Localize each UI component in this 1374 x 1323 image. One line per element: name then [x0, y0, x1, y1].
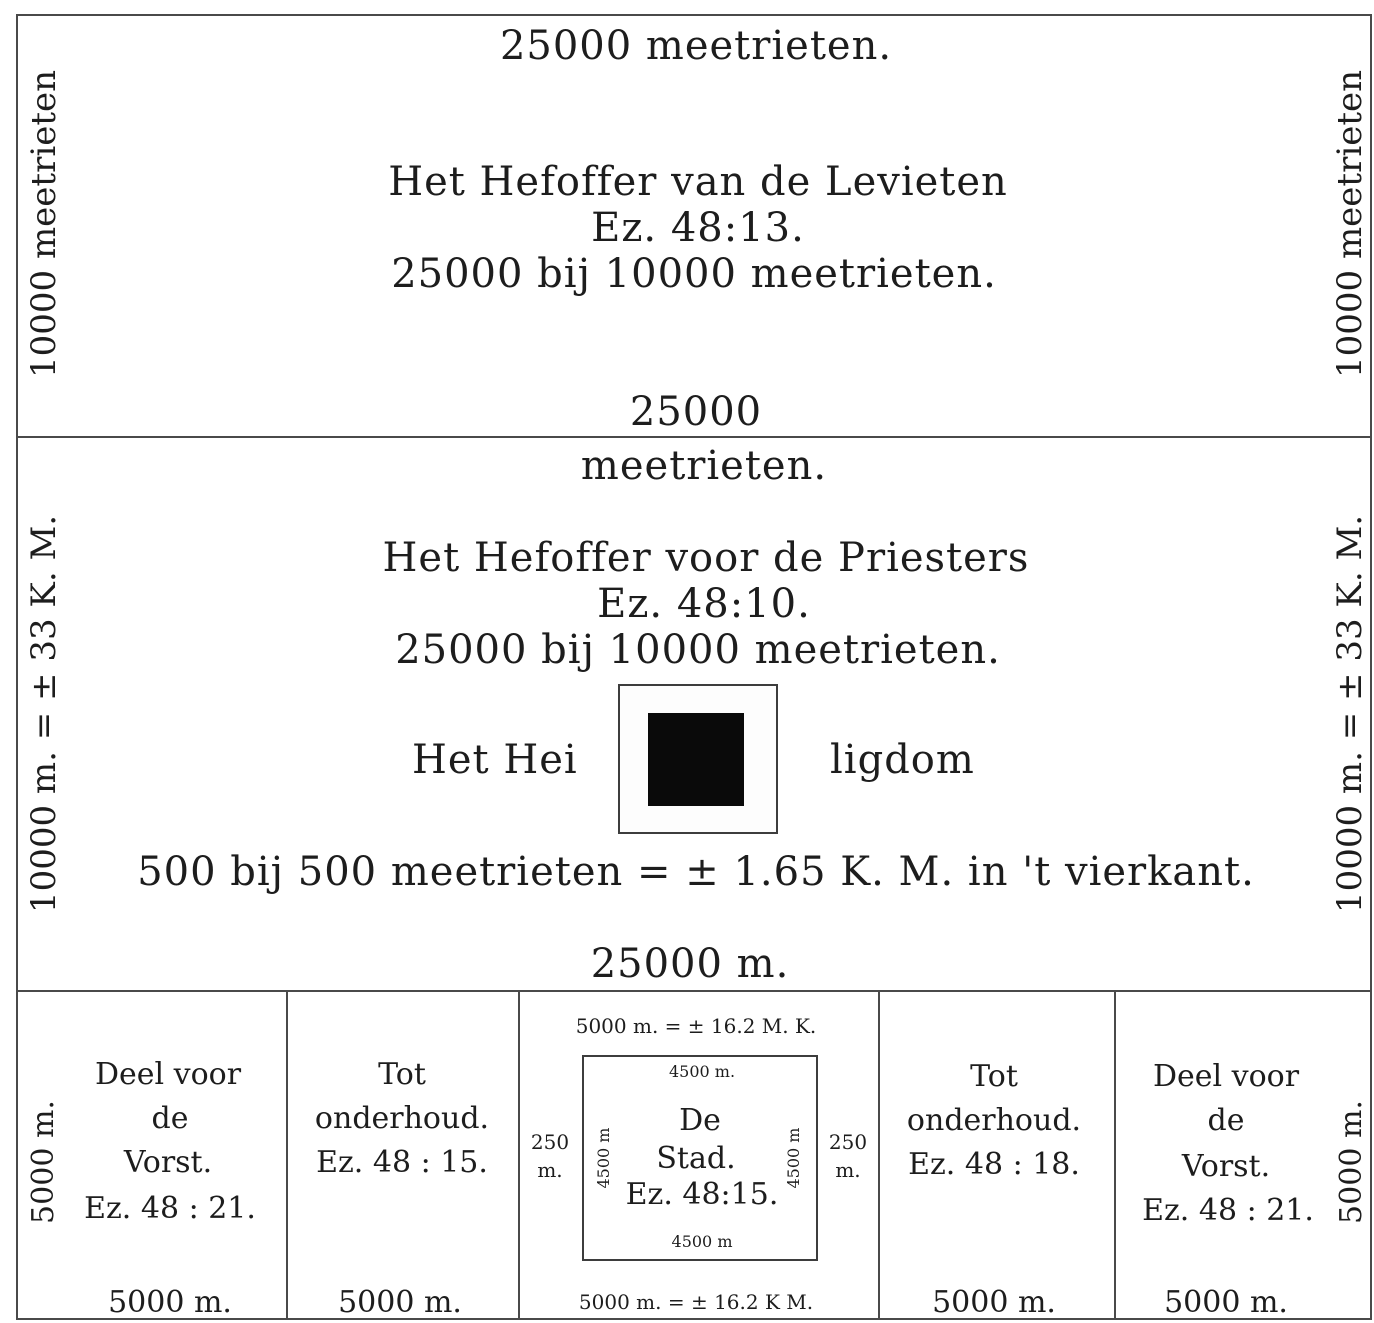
priests-top-label: meetrieten. — [580, 443, 828, 489]
bottom-side-left: 5000 m. — [26, 1100, 61, 1224]
city-inner-top: 4500 m. — [668, 1062, 736, 1081]
levites-title: Het Hefoffer van de Levieten — [388, 159, 1008, 205]
frame-top-line — [16, 14, 1372, 16]
frame-right-line — [1370, 14, 1372, 1320]
prince-left-line-2: de — [151, 1101, 189, 1136]
prince-right-line-1: Deel voor — [1152, 1059, 1300, 1094]
maintenance-left-line-1: Tot — [378, 1057, 426, 1092]
maintenance-right-bottom: 5000 m. — [932, 1285, 1056, 1320]
city-outer-left-top: 250 — [530, 1130, 570, 1154]
prince-left-line-1: Deel voor — [94, 1057, 242, 1092]
city-inner-bottom: 4500 m — [671, 1232, 733, 1251]
levites-reference: Ez. 48:13. — [591, 205, 805, 251]
bottom-divider-3 — [878, 990, 880, 1320]
bottom-divider-4 — [1114, 990, 1116, 1320]
levites-side-right: 10000 meetrieten — [1330, 69, 1370, 379]
levites-side-left: 10000 meetrieten — [24, 69, 64, 379]
frame-bottom-line — [16, 1318, 1372, 1320]
divider-levites-priests — [16, 436, 1372, 438]
city-inner-left: 4500 m — [594, 1127, 613, 1189]
city-inner-right: 4500 m — [784, 1127, 803, 1189]
city-name-2: Stad. — [656, 1141, 736, 1176]
bottom-side-right: 5000 m. — [1334, 1100, 1369, 1224]
prince-right-line-4: Ez. 48 : 21. — [1142, 1193, 1314, 1228]
holy-of-holies-square — [648, 713, 744, 806]
city-outer-left-bottom: m. — [537, 1158, 563, 1182]
divider-priests-bottom — [16, 990, 1372, 992]
city-outer-right-bottom: m. — [835, 1158, 861, 1182]
maintenance-left-line-2: onderhoud. — [314, 1101, 490, 1136]
maintenance-right-line-2: onderhoud. — [906, 1103, 1082, 1138]
priests-bottom-label: 25000 m. — [590, 941, 790, 987]
prince-right-line-3: Vorst. — [1181, 1149, 1271, 1184]
city-reference: Ez. 48:15. — [625, 1177, 779, 1212]
frame-left-line — [16, 14, 18, 1320]
priests-dimensions: 25000 bij 10000 meetrieten. — [395, 627, 1001, 673]
priests-title: Het Hefoffer voor de Priesters — [382, 535, 1030, 581]
maintenance-left-bottom: 5000 m. — [338, 1285, 462, 1320]
maintenance-right-line-3: Ez. 48 : 18. — [908, 1147, 1080, 1182]
maintenance-left-line-3: Ez. 48 : 15. — [316, 1145, 488, 1180]
maintenance-right-line-1: Tot — [970, 1059, 1018, 1094]
sanctuary-label-right: ligdom — [830, 737, 975, 783]
priests-reference: Ez. 48:10. — [597, 581, 811, 627]
levites-dimensions: 25000 bij 10000 meetrieten. — [391, 251, 997, 297]
levites-top-label: 25000 meetrieten. — [499, 23, 893, 69]
priests-side-right: 10000 m. = ± 33 K. M. — [1330, 514, 1370, 914]
prince-left-line-4: Ez. 48 : 21. — [84, 1191, 256, 1226]
city-outer-right-top: 250 — [828, 1130, 868, 1154]
prince-left-line-3: Vorst. — [123, 1145, 213, 1180]
city-bottom-label: 5000 m. = ± 16.2 K M. — [578, 1290, 814, 1314]
bottom-divider-1 — [286, 990, 288, 1320]
prince-right-bottom: 5000 m. — [1164, 1285, 1288, 1320]
prince-right-line-2: de — [1207, 1103, 1245, 1138]
priests-side-left: 10000 m. = ± 33 K. M. — [24, 514, 64, 914]
city-name-1: De — [679, 1103, 721, 1138]
prince-left-bottom: 5000 m. — [108, 1285, 232, 1320]
bottom-divider-2 — [518, 990, 520, 1320]
city-top-label: 5000 m. = ± 16.2 M. K. — [575, 1014, 817, 1038]
sanctuary-label-left: Het Hei — [412, 737, 578, 783]
levites-bottom-label: 25000 — [629, 389, 763, 435]
city-square — [582, 1055, 818, 1261]
sanctuary-size: 500 bij 500 meetrieten = ± 1.65 K. M. in… — [137, 849, 1255, 895]
